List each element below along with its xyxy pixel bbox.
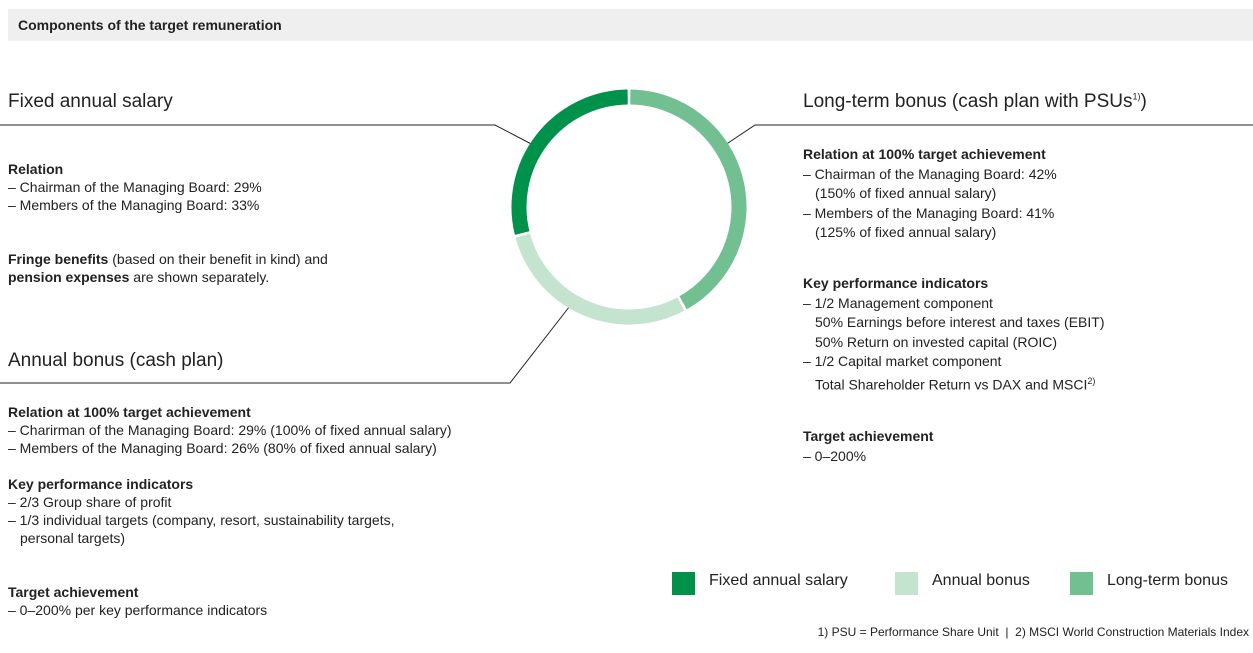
legend-label: Annual bonus bbox=[932, 572, 1030, 589]
leader-line bbox=[0, 301, 574, 384]
heading: Key performance indicators bbox=[8, 476, 194, 492]
footnote: 1) PSU = Performance Share Unit bbox=[817, 625, 999, 639]
list-line: – 1/2 Management component bbox=[803, 294, 993, 311]
donut bbox=[511, 89, 747, 325]
heading: Relation bbox=[8, 161, 64, 177]
footnotes: 1) PSU = Performance Share Unit | 2) MSC… bbox=[818, 625, 1249, 639]
text-block: Key performance indicators – 1/2 Manageme… bbox=[803, 274, 1104, 395]
list-line: (150% of fixed annual salary) bbox=[815, 185, 997, 201]
list-line: 50% Return on invested capital (ROIC) bbox=[815, 333, 1057, 350]
text-block: Key performance indicators – 2/3 Group sh… bbox=[8, 475, 394, 547]
text: (based on their benefit in kind) and bbox=[108, 251, 328, 267]
heading: Relation at 100% target achievement bbox=[8, 404, 251, 420]
title-text: ) bbox=[1140, 91, 1147, 112]
heading: Target achievement bbox=[803, 428, 934, 444]
list-line: 50% Earnings before interest and taxes (… bbox=[815, 314, 1105, 330]
heading: Relation at 100% target achievement bbox=[803, 146, 1046, 162]
list-line: – 1/2 Capital market component bbox=[803, 353, 1002, 369]
list-line: – 0–200% bbox=[803, 447, 867, 464]
note: Fringe benefits (based on their benefit … bbox=[8, 250, 328, 286]
leader-line bbox=[0, 124, 538, 148]
list-line: – Chairman of the Managing Board: 42% bbox=[803, 165, 1057, 182]
legend-label: Long-term bonus bbox=[1107, 572, 1228, 589]
heading: Target achievement bbox=[8, 584, 139, 600]
text-block: Relation at 100% target achievement – Cha… bbox=[8, 403, 452, 457]
list-line: personal targets) bbox=[20, 530, 126, 546]
list-line: – Members of the Managing Board: 26% (80… bbox=[8, 440, 437, 456]
list-line: – 2/3 Group share of profit bbox=[8, 494, 172, 510]
legend-swatch bbox=[672, 572, 695, 595]
leader-line bbox=[721, 124, 1253, 148]
footnote-ref: 2) bbox=[1087, 375, 1096, 386]
text-block: Target achievement – 0–200% per key perfo… bbox=[8, 583, 267, 619]
section-title: Annual bonus (cash plan) bbox=[8, 350, 224, 371]
donut-segment bbox=[630, 89, 747, 310]
bold-text: Fringe benefits bbox=[8, 251, 109, 267]
title-text: Long-term bonus (cash plan with PSUs bbox=[803, 91, 1133, 112]
list-line: – 1/3 individual targets (company, resor… bbox=[8, 512, 395, 528]
header-bar: Components of the target remuneration bbox=[8, 9, 1253, 41]
footnote: 2) MSCI World Construction Materials Ind… bbox=[1015, 625, 1249, 639]
list-line: (125% of fixed annual salary) bbox=[815, 224, 997, 240]
list-line: – Members of the Managing Board: 41% bbox=[803, 204, 1055, 221]
donut-segment bbox=[511, 89, 628, 235]
legend-label: Fixed annual salary bbox=[709, 572, 848, 589]
legend-swatch bbox=[895, 572, 918, 595]
list-line: – 0–200% per key performance indicators bbox=[8, 602, 268, 618]
list-line: Total Shareholder Return vs DAX and MSCI… bbox=[815, 375, 1096, 393]
section-title: Fixed annual salary bbox=[8, 91, 173, 112]
list-line: – Members of the Managing Board: 33% bbox=[8, 197, 260, 213]
legend-swatch bbox=[1070, 572, 1093, 595]
bold-text: pension expenses bbox=[8, 269, 130, 285]
text-block: Relation at 100% target achievement – Cha… bbox=[803, 145, 1057, 243]
heading: Key performance indicators bbox=[803, 275, 989, 291]
section-title: Long-term bonus (cash plan with PSUs1)) bbox=[803, 91, 1147, 113]
note-line: pension expenses are shown separately. bbox=[8, 268, 328, 286]
text-block: Relation – Chairman of the Managing Board… bbox=[8, 160, 262, 214]
separator: | bbox=[1005, 625, 1009, 639]
donut-segment bbox=[515, 233, 685, 325]
footnote-ref: 1) bbox=[1132, 91, 1141, 102]
header-title: Components of the target remuneration bbox=[18, 17, 282, 33]
note-line: Fringe benefits (based on their benefit … bbox=[8, 250, 328, 268]
list-line: – Chairman of the Managing Board: 29% bbox=[8, 179, 262, 195]
list-line: – Charirman of the Managing Board: 29% (… bbox=[8, 422, 452, 438]
text: are shown separately. bbox=[129, 269, 270, 285]
text-block: Target achievement – 0–200% bbox=[803, 427, 933, 466]
